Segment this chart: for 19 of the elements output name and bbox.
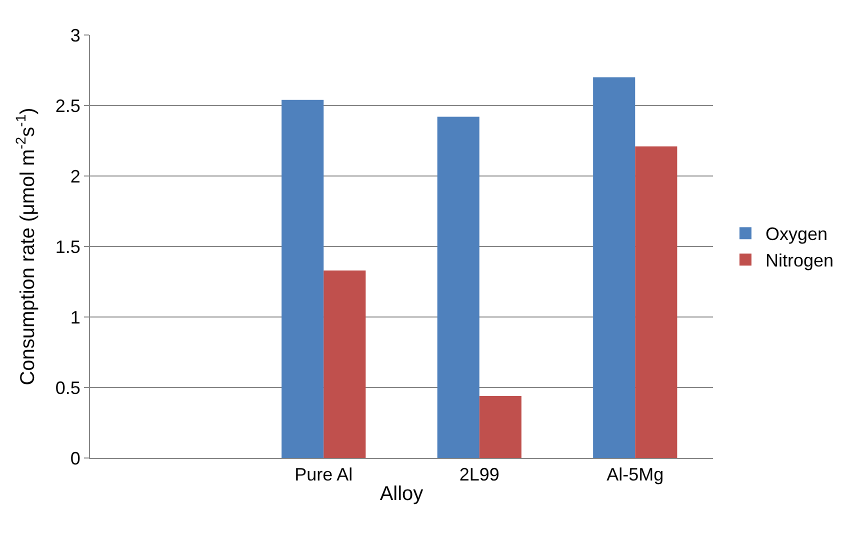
x-tick-label: Al-5Mg xyxy=(606,464,664,485)
x-tick-label: Pure Al xyxy=(294,464,353,485)
legend-label: Oxygen xyxy=(765,224,828,244)
bar xyxy=(437,116,480,458)
bar xyxy=(593,77,636,458)
bar xyxy=(479,396,522,458)
y-tick-label: 2 xyxy=(70,166,80,186)
y-tick-label: 3 xyxy=(70,25,80,46)
legend-label: Nitrogen xyxy=(765,250,834,271)
bar xyxy=(635,146,678,458)
y-tick-label: 0 xyxy=(70,448,80,468)
y-tick-label: 1 xyxy=(70,307,80,328)
y-tick-label: 0.5 xyxy=(55,378,80,398)
bar xyxy=(282,100,324,458)
x-axis-title: Alloy xyxy=(380,483,424,506)
y-tick-label: 1.5 xyxy=(55,236,80,257)
x-tick-label: 2L99 xyxy=(459,464,500,485)
bar xyxy=(324,270,366,458)
y-tick-label: 2.5 xyxy=(55,96,80,116)
